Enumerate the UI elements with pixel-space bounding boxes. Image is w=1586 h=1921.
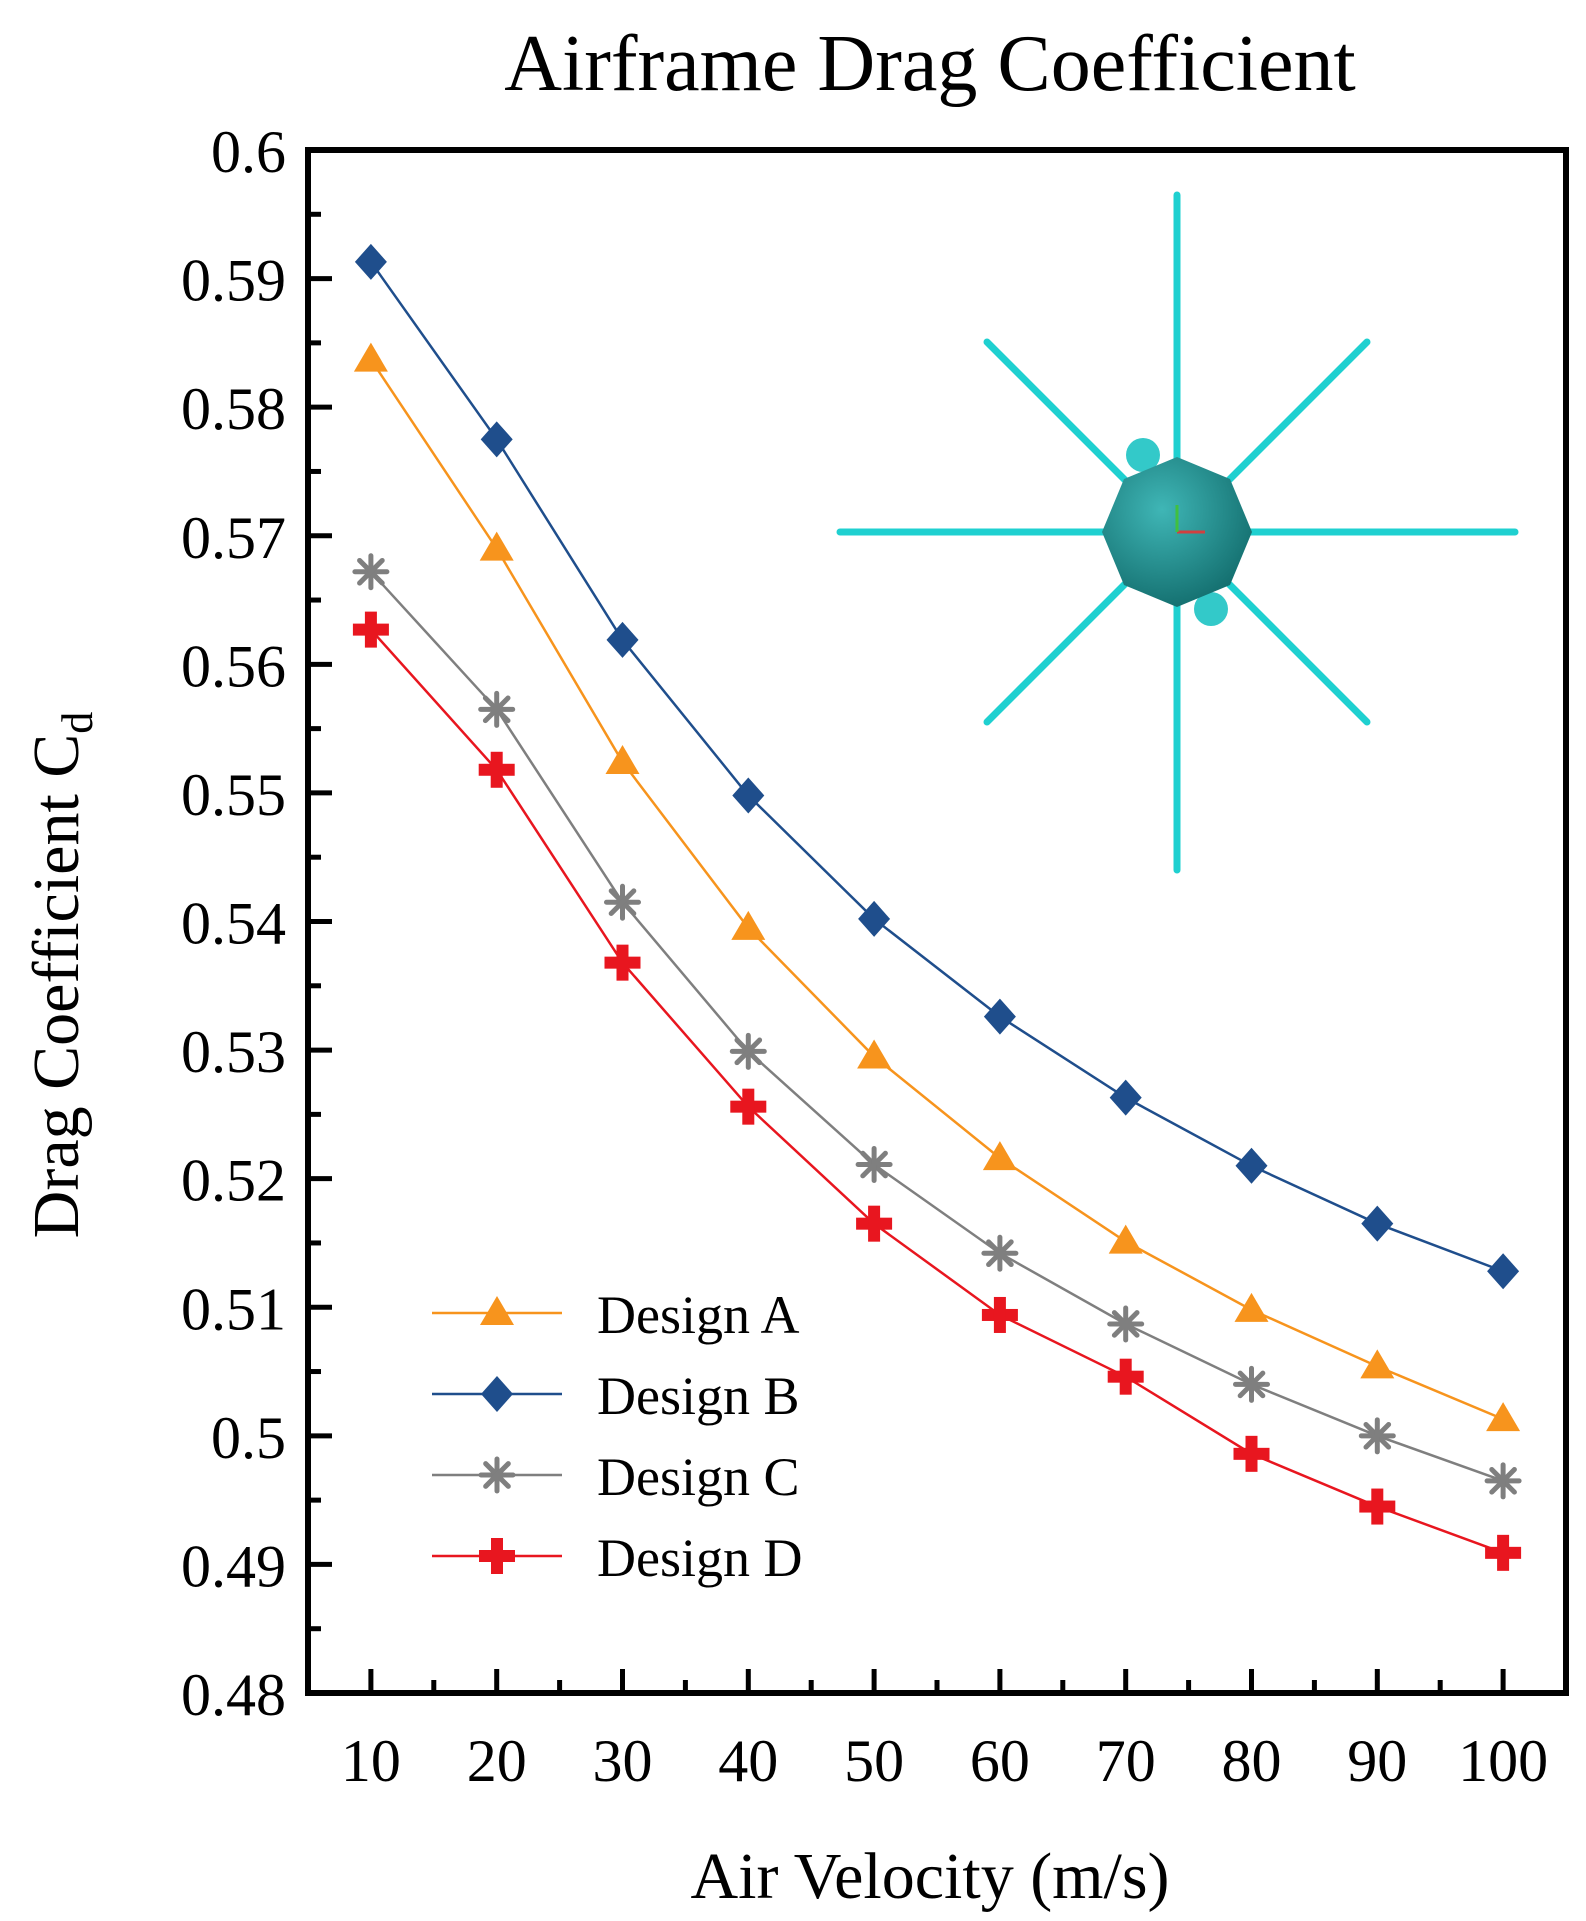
legend-entry: Design C bbox=[432, 1447, 800, 1507]
y-tick-label: 0.56 bbox=[181, 633, 286, 699]
y-tick-label: 0.57 bbox=[181, 505, 286, 571]
data-point bbox=[479, 531, 514, 561]
data-point bbox=[1233, 1365, 1270, 1403]
y-tick-label: 0.51 bbox=[181, 1276, 286, 1342]
chart-title: Airframe Drag Coefficient bbox=[504, 20, 1355, 108]
data-point bbox=[1358, 1417, 1396, 1455]
data-point bbox=[354, 243, 387, 280]
legend-label: Design D bbox=[597, 1528, 802, 1588]
series-line-3 bbox=[369, 570, 1504, 1483]
x-tick-label: 100 bbox=[1458, 1728, 1548, 1794]
data-point bbox=[604, 944, 641, 981]
data-point bbox=[478, 751, 515, 788]
y-tick-label: 0.53 bbox=[181, 1019, 286, 1085]
legend-label: Design A bbox=[597, 1285, 800, 1345]
y-axis-label: Drag Coefficient Cd bbox=[20, 712, 102, 1239]
data-point bbox=[352, 611, 389, 648]
legend-entry: Design D bbox=[432, 1528, 802, 1588]
data-point bbox=[730, 1088, 767, 1125]
x-tick-label: 70 bbox=[1096, 1728, 1156, 1794]
data-point bbox=[981, 1296, 1018, 1333]
y-tick-label: 0.49 bbox=[181, 1533, 286, 1599]
series-line-1 bbox=[369, 358, 1504, 1421]
legend-marker bbox=[481, 1376, 513, 1412]
x-axis-label: Air Velocity (m/s) bbox=[690, 1840, 1169, 1913]
legend-label: Design B bbox=[597, 1366, 800, 1426]
data-point bbox=[981, 1234, 1019, 1272]
data-point bbox=[1234, 1292, 1269, 1322]
data-point bbox=[1484, 1462, 1522, 1500]
x-tick-label: 60 bbox=[970, 1728, 1030, 1794]
x-tick-label: 30 bbox=[593, 1728, 653, 1794]
y-tick-label: 0.48 bbox=[181, 1662, 286, 1728]
x-tick-label: 10 bbox=[341, 1728, 401, 1794]
data-point bbox=[983, 998, 1016, 1035]
data-point bbox=[480, 421, 513, 458]
series-line-4 bbox=[369, 628, 1504, 1555]
legend-entry: Design A bbox=[432, 1285, 800, 1345]
legend-marker bbox=[480, 1296, 514, 1325]
data-point bbox=[856, 1205, 893, 1242]
y-tick-label: 0.5 bbox=[211, 1405, 286, 1471]
data-point bbox=[857, 1039, 892, 1069]
x-tick-label: 20 bbox=[467, 1728, 527, 1794]
data-point bbox=[353, 342, 388, 372]
data-point bbox=[1486, 1402, 1521, 1432]
x-tick-label: 50 bbox=[844, 1728, 904, 1794]
data-point bbox=[1485, 1534, 1522, 1571]
data-point bbox=[729, 1032, 767, 1070]
y-tick-label: 0.58 bbox=[181, 376, 286, 442]
legend-marker bbox=[478, 1456, 516, 1494]
data-point bbox=[478, 690, 516, 728]
data-point bbox=[1107, 1358, 1144, 1395]
data-point bbox=[1109, 1079, 1142, 1116]
y-tick-label: 0.52 bbox=[181, 1148, 286, 1214]
y-tick-label: 0.6 bbox=[211, 119, 286, 185]
data-point bbox=[606, 621, 639, 658]
y-tick-label: 0.55 bbox=[181, 762, 286, 828]
data-point bbox=[858, 900, 891, 937]
data-point bbox=[1360, 1349, 1395, 1379]
x-tick-label: 80 bbox=[1222, 1728, 1282, 1794]
y-tick-label: 0.54 bbox=[181, 891, 286, 957]
series-line-2 bbox=[369, 261, 1504, 1273]
data-point bbox=[604, 883, 641, 921]
x-tick-label: 90 bbox=[1347, 1728, 1407, 1794]
data-point bbox=[1107, 1305, 1145, 1343]
data-point bbox=[731, 910, 766, 940]
airframe-top-view-icon bbox=[836, 191, 1519, 874]
y-tick-label: 0.59 bbox=[181, 248, 286, 314]
y-axis-label-subscript: d bbox=[53, 712, 102, 734]
legend-marker bbox=[479, 1538, 515, 1574]
legend-entry: Design B bbox=[432, 1366, 800, 1426]
data-point bbox=[1233, 1435, 1270, 1472]
data-point bbox=[1359, 1488, 1396, 1525]
data-point bbox=[605, 745, 640, 775]
data-point bbox=[1487, 1253, 1520, 1290]
data-point bbox=[1235, 1147, 1268, 1184]
data-point bbox=[855, 1146, 893, 1184]
data-point bbox=[352, 553, 390, 591]
data-point bbox=[732, 777, 765, 814]
data-point bbox=[1108, 1224, 1143, 1254]
data-point bbox=[1361, 1205, 1394, 1242]
data-point bbox=[982, 1141, 1017, 1171]
y-axis-label-main: Drag Coefficient C bbox=[20, 734, 93, 1239]
x-tick-label: 40 bbox=[718, 1728, 778, 1794]
legend-label: Design C bbox=[597, 1447, 800, 1507]
